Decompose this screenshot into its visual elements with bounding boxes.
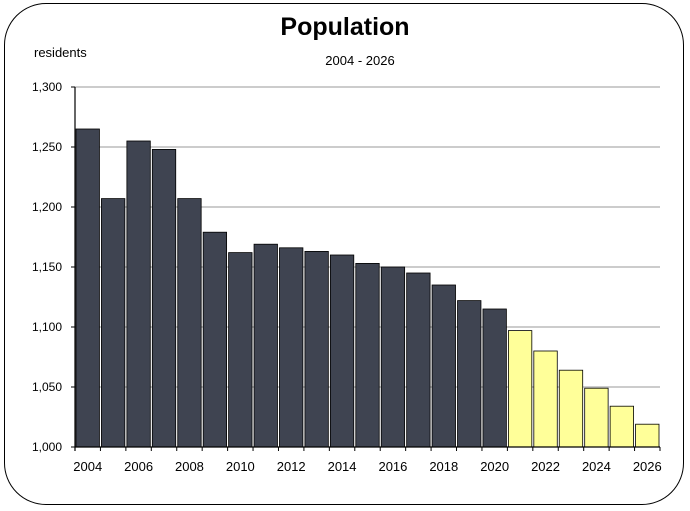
y-tick-label: 1,300 (32, 80, 62, 94)
x-tick-label: 2020 (480, 459, 509, 474)
x-tick-label: 2010 (226, 459, 255, 474)
bar-2021 (507, 330, 533, 448)
x-tick-label: 2014 (328, 459, 357, 474)
x-tick-label: 2018 (429, 459, 458, 474)
y-tick-label: 1,200 (32, 200, 62, 214)
y-tick-label: 1,100 (32, 320, 62, 334)
bar-2010 (228, 252, 253, 448)
bar-2006 (126, 140, 151, 448)
bar-2004 (75, 128, 100, 448)
x-tick-label: 2016 (378, 459, 407, 474)
bar-2024 (584, 387, 609, 448)
x-tick-label: 2026 (633, 459, 662, 474)
bar-2019 (457, 300, 482, 448)
bar-2009 (202, 231, 228, 448)
bar-2023 (558, 369, 584, 448)
bar-2005 (101, 198, 126, 448)
bar-2016 (380, 266, 406, 448)
bar-2007 (151, 148, 177, 448)
x-tick-label: 2012 (277, 459, 306, 474)
x-tick-label: 2008 (175, 459, 204, 474)
bar-2011 (253, 243, 278, 448)
y-tick-label: 1,150 (32, 260, 62, 274)
bar-2015 (355, 262, 380, 448)
bar-2008 (177, 198, 202, 448)
chart-title: Population (280, 13, 410, 41)
x-tick-label: 2004 (73, 459, 102, 474)
bar-2014 (329, 254, 355, 448)
x-tick-label: 2006 (124, 459, 153, 474)
y-tick-label: 1,250 (32, 140, 62, 154)
bar-2018 (431, 284, 456, 448)
bar-2013 (304, 250, 329, 448)
y-tick-label: 1,000 (32, 440, 62, 454)
x-tick-label: 2024 (582, 459, 611, 474)
bar-2017 (406, 272, 431, 448)
y-axis-label: residents (34, 45, 87, 60)
x-tick-label: 2022 (531, 459, 560, 474)
y-tick-label: 1,050 (32, 380, 62, 394)
bar-2020 (482, 308, 507, 448)
bar-2022 (533, 350, 558, 448)
chart-subtitle: 2004 - 2026 (325, 53, 395, 68)
bar-2025 (609, 405, 634, 448)
bar-2026 (635, 423, 660, 448)
bar-2012 (279, 247, 304, 448)
